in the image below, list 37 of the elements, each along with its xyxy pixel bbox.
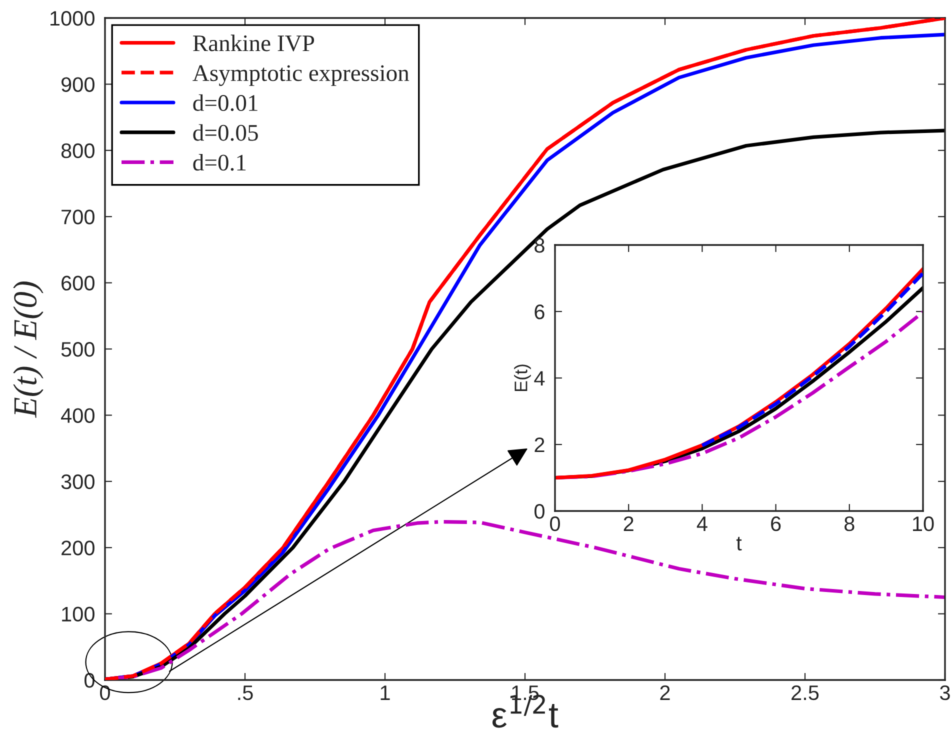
legend-label: d=0.1 [193,154,246,171]
x-tick-label: 2 [624,516,634,531]
x-tick-label: 10 [913,516,934,532]
x-tick-label: 2.5 [792,685,819,700]
x-tick-label: 6 [771,516,781,532]
line-series [700,271,923,448]
x-axis-title: t [736,536,742,551]
y-tick-label: 0 [84,673,94,688]
y-tick-label: 8 [534,238,544,253]
y-tick-label: 700 [62,210,94,224]
y-tick-label: 100 [62,606,94,622]
legend-label: Rankine IVP [193,34,314,52]
x-tick-label: 1 [380,686,390,700]
x-tick-label: 3 [940,685,950,700]
x-tick-label: 2 [660,685,670,700]
y-tick-label: 600 [62,276,94,291]
y-tick-label: 6 [534,304,544,320]
y-tick-label: 200 [62,540,94,556]
x-tick-label: .5 [238,686,253,700]
x-tick-label: 0 [100,685,110,700]
x-tick-label: 4 [696,516,708,531]
legend-label: Asymptotic expression [192,65,410,86]
y-tick-label: 500 [61,342,94,357]
legend-label: d=0.01 [193,94,258,112]
y-tick-label: 400 [61,408,94,423]
x-tick-label: 8 [844,516,854,532]
y-tick-label: 900 [62,77,94,92]
y-axis-title: E(t) [514,364,531,392]
x-tick-label: 0 [550,516,560,532]
y-axis-title: E(t) / E(0) [13,282,44,418]
y-tick-label: 4 [534,371,545,386]
y-tick-label: 800 [61,143,94,158]
legend-label: d=0.05 [193,124,258,141]
y-tick-label: 1000 [50,11,94,26]
y-tick-label: 300 [61,474,94,490]
y-tick-label: 0 [534,504,544,519]
y-tick-label: 2 [534,438,544,452]
